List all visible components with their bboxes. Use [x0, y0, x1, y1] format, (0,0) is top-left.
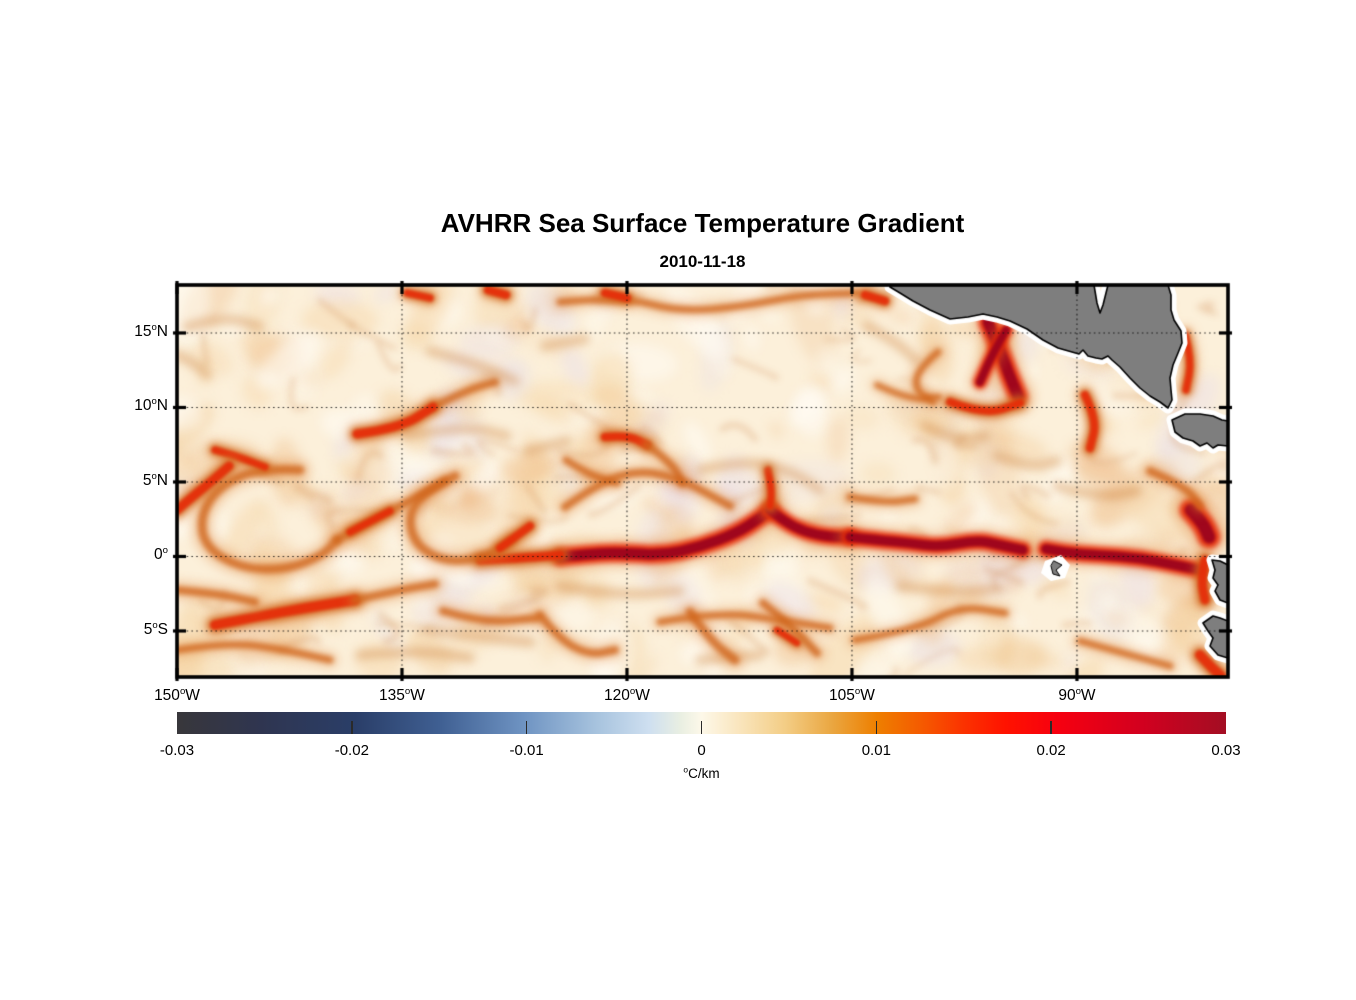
x-tick-label: 90oW	[1058, 685, 1096, 704]
colorbar-tick	[875, 721, 878, 734]
colorbar-tick	[351, 721, 353, 734]
y-tick-label: 0o	[154, 545, 168, 564]
chart-title: AVHRR Sea Surface Temperature Gradient	[440, 208, 965, 238]
colorbar-unit-label: oC/km	[683, 764, 720, 781]
y-tick-label: 5oN	[142, 470, 168, 489]
colorbar-tick-label: 0	[697, 742, 706, 759]
colorbar-tick-label: 0.03	[1211, 742, 1241, 759]
colorbar-tick	[525, 721, 528, 734]
colorbar-tick	[1050, 721, 1052, 734]
colorbar-tick-label: -0.01	[509, 742, 544, 759]
x-tick-label: 105oW	[829, 685, 875, 704]
x-tick-label: 135oW	[379, 685, 425, 704]
y-tick-label: 5oS	[143, 619, 168, 638]
colorbar-tick	[700, 721, 703, 734]
colorbar-tick-label: -0.03	[159, 742, 195, 759]
colorbar-tick-label: -0.02	[334, 742, 369, 759]
sst-gradient-map-canvas	[163, 271, 1242, 691]
chart-subtitle: 2010-11-18	[659, 252, 746, 271]
colorbar-tick-label: 0.02	[1036, 742, 1066, 759]
colorbar-tick-label: 0.01	[861, 742, 891, 759]
y-tick-label: 15oN	[134, 321, 168, 340]
x-tick-label: 120oW	[604, 685, 650, 704]
colorbar	[177, 712, 1226, 734]
y-tick-label: 10oN	[134, 396, 168, 415]
x-tick-label: 150oW	[154, 685, 200, 704]
